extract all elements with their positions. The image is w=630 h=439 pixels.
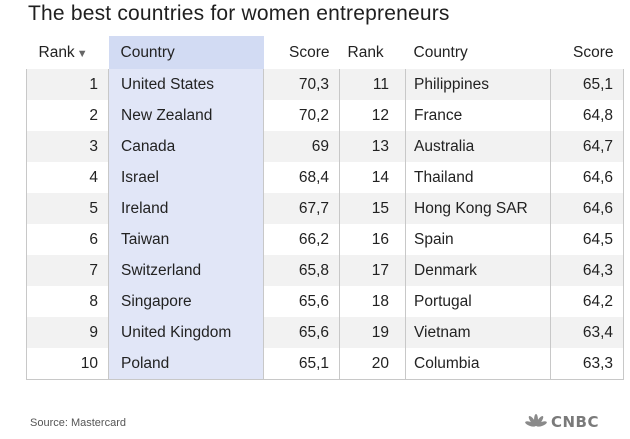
rank-cell: 8 [26,286,109,317]
score2-cell: 64,7 [550,131,624,162]
score2-cell: 63,4 [550,317,624,348]
rank-cell: 10 [26,348,109,380]
table-row: 10 Poland 65,1 20 Columbia 63,3 [26,348,624,380]
table-header: Rank ▼ Country Score Rank Country Score [27,36,624,69]
table-row: 1 United States 70,3 11 Philippines 65,1 [26,69,624,100]
rank2-column-header[interactable]: Rank [347,43,384,61]
score2-cell: 64,6 [550,162,624,193]
score-cell: 67,7 [263,193,340,224]
country-cell: Singapore [108,286,264,317]
rank-cell: 4 [26,162,109,193]
score-cell: 66,2 [263,224,340,255]
country-column-header[interactable]: Country [108,36,264,69]
rank2-cell: 20 [339,348,406,380]
country2-cell: Columbia [405,348,551,380]
table-row: 3 Canada 69 13 Australia 64,7 [26,131,624,162]
country-cell: New Zealand [108,100,264,131]
country-cell: United States [108,69,264,100]
rankings-table: Rank ▼ Country Score Rank Country Score 1… [26,36,624,380]
country2-cell: Spain [405,224,551,255]
rank2-cell: 13 [339,131,406,162]
country2-cell: France [405,100,551,131]
table-body: 1 United States 70,3 11 Philippines 65,1 2 New… [26,69,624,380]
rank-cell: 6 [26,224,109,255]
score2-column-header[interactable]: Score [573,43,614,61]
score-cell: 65,8 [263,255,340,286]
score2-cell: 64,3 [550,255,624,286]
score-cell: 70,3 [263,69,340,100]
table-row: 9 United Kingdom 65,6 19 Vietnam 63,4 [26,317,624,348]
rank2-cell: 19 [339,317,406,348]
country-cell: Taiwan [108,224,264,255]
table-row: 7 Switzerland 65,8 17 Denmark 64,3 [26,255,624,286]
score2-cell: 65,1 [550,69,624,100]
rank2-cell: 18 [339,286,406,317]
country2-cell: Vietnam [405,317,551,348]
country2-cell: Portugal [405,286,551,317]
table-row: 8 Singapore 65,6 18 Portugal 64,2 [26,286,624,317]
rank-cell: 1 [26,69,109,100]
score-cell: 70,2 [263,100,340,131]
score2-cell: 64,8 [550,100,624,131]
country-cell: Canada [108,131,264,162]
score2-cell: 64,5 [550,224,624,255]
peacock-icon [525,414,547,427]
country2-cell: Denmark [405,255,551,286]
country2-cell: Hong Kong SAR [405,193,551,224]
table-row: 4 Israel 68,4 14 Thailand 64,6 [26,162,624,193]
score2-cell: 64,6 [550,193,624,224]
table-row: 6 Taiwan 66,2 16 Spain 64,5 [26,224,624,255]
rank2-cell: 17 [339,255,406,286]
score-cell: 69 [263,131,340,162]
sort-descending-icon[interactable]: ▼ [76,47,88,60]
rank2-cell: 11 [339,69,406,100]
country2-cell: Thailand [405,162,551,193]
country2-cell: Philippines [405,69,551,100]
country-cell: Ireland [108,193,264,224]
rank2-cell: 16 [339,224,406,255]
table-row: 5 Ireland 67,7 15 Hong Kong SAR 64,6 [26,193,624,224]
score2-cell: 63,3 [550,348,624,380]
country-cell: United Kingdom [108,317,264,348]
rank-column-header[interactable]: Rank ▼ [27,36,109,69]
country-cell: Poland [108,348,264,380]
score-cell: 65,6 [263,286,340,317]
score-cell: 65,6 [263,317,340,348]
rank-cell: 2 [26,100,109,131]
score-column-header[interactable]: Score [289,43,330,61]
rank-cell: 9 [26,317,109,348]
country2-column-header[interactable]: Country [413,43,468,61]
table-row: 2 New Zealand 70,2 12 France 64,8 [26,100,624,131]
score-cell: 65,1 [263,348,340,380]
rank2-cell: 15 [339,193,406,224]
rank-header-label: Rank [38,43,75,61]
rank2-cell: 12 [339,100,406,131]
page-title: The best countries for women entrepreneu… [28,2,450,25]
score2-cell: 64,2 [550,286,624,317]
country-cell: Israel [108,162,264,193]
rank2-cell: 14 [339,162,406,193]
country2-cell: Australia [405,131,551,162]
source-note: Source: Mastercard [30,417,126,429]
rank-cell: 3 [26,131,109,162]
cnbc-logo: CNBC [525,412,599,432]
country-cell: Switzerland [108,255,264,286]
rank-cell: 7 [26,255,109,286]
score-cell: 68,4 [263,162,340,193]
logo-text: CNBC [551,413,600,431]
rank-cell: 5 [26,193,109,224]
